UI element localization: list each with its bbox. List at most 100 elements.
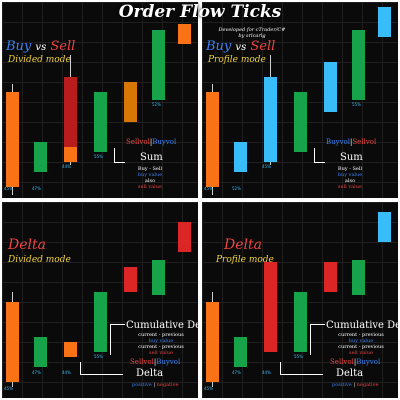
candle [64, 342, 77, 357]
candle-body-bearish [64, 77, 77, 147]
legend-buy-value: buy value [348, 338, 374, 344]
legend-buyvol: Buyvol [326, 138, 351, 146]
candle [206, 84, 219, 195]
candle-body-bearish [6, 302, 19, 382]
legend-bracket [80, 362, 123, 375]
panel-title: Buy vs Sell [6, 40, 75, 55]
credit-line-2: by srlcarlg [238, 33, 266, 39]
title-vs: vs [35, 42, 47, 53]
candle-body-profile [264, 77, 277, 162]
panel-delta-profile: Delta Profile mode 45% 47% 44% 55% Cumul… [202, 202, 398, 398]
candle-body-bullish [34, 337, 47, 367]
panel-title: Delta [224, 237, 262, 253]
legend-buy-sell: Buyvol|Sellvol [326, 138, 377, 146]
panel-subtitle: Profile mode [216, 255, 274, 265]
title-buy: Buy [206, 39, 232, 54]
legend-cumulative: Cumulative Delta [126, 320, 198, 331]
candle-body-bearish [124, 82, 137, 122]
candle [178, 222, 191, 252]
page-title: Order Flow Ticks [118, 2, 282, 22]
candle-body-bullish [34, 142, 47, 172]
candle [378, 7, 391, 37]
candle-body-bearish [178, 24, 191, 44]
candle-body-bullish [94, 292, 107, 352]
legend-cur-prev: current - previous [138, 332, 184, 338]
candle-label: 44% [62, 370, 71, 375]
candle-body-profile [378, 7, 391, 37]
legend-cumulative: Cumulative Delta [326, 320, 398, 331]
panel-delta-divided: Delta Divided mode 45% 47% 44% 55% Cumul… [2, 202, 198, 398]
candle [234, 337, 247, 367]
candle [352, 260, 365, 295]
title-vs: vs [235, 42, 247, 53]
legend-sell-buy: Sellvol|Buyvol [330, 358, 381, 366]
candle-body-bullish [234, 337, 247, 367]
candle-body-bullish [234, 142, 247, 172]
candle-label: 45% [4, 186, 13, 191]
legend-positive: positive [132, 382, 152, 388]
legend-sell-value: sell value [338, 184, 362, 190]
candle [378, 212, 391, 242]
legend-delta-detail: positive | negative [332, 382, 379, 388]
legend-delta: Delta [336, 368, 364, 379]
legend-sum-detail: Buy - Sell buy value also sell value [330, 166, 370, 190]
candle-label: 45% [204, 386, 213, 391]
legend-cur-prev-2: current - previous [338, 344, 384, 350]
candle-body-bearish [64, 147, 77, 162]
legend-bracket [280, 362, 323, 375]
candle-body-bearish [124, 267, 137, 292]
legend-sellvol: Sellvol [352, 138, 377, 146]
panel-title: Delta [8, 237, 46, 253]
candle [206, 292, 219, 387]
legend-buy-minus-sell: Buy - Sell [137, 166, 163, 172]
candle-label: 55% [94, 154, 103, 159]
legend-buy-value: buy value [337, 172, 363, 178]
candle-body-profile [264, 262, 277, 352]
candle-body-bullish [294, 92, 307, 152]
candle-label: 47% [32, 370, 41, 375]
candle [294, 292, 307, 352]
legend-cumulative-detail: current - previous buy value current - p… [336, 332, 386, 356]
legend-sum: Sum [140, 152, 163, 163]
legend-buyvol: Buyvol [356, 358, 381, 366]
legend-bracket [310, 324, 325, 355]
legend-bracket [114, 148, 125, 163]
candle [64, 55, 77, 165]
legend-sellvol: Sellvol [126, 138, 150, 146]
legend-sellvol: Sellvol [130, 358, 154, 366]
legend-cur-prev-2: current - previous [138, 344, 184, 350]
legend-sum: Sum [340, 152, 363, 163]
legend-sell-buy: Sellvol|Buyvol [126, 138, 177, 146]
candle [324, 262, 337, 292]
candle-label: 45% [204, 186, 213, 191]
candle-label: 47% [232, 370, 241, 375]
candle [152, 260, 165, 295]
legend-cumulative-detail: current - previous buy value current - p… [136, 332, 186, 356]
panel-subtitle: Profile mode [208, 55, 266, 65]
legend-bracket [110, 324, 125, 355]
candle-body-bearish [206, 302, 219, 382]
candle [324, 62, 337, 112]
legend-sell-value: sell value [138, 184, 162, 190]
credit-line-1: Developed for cTrader/C# [218, 27, 286, 33]
candle-body-bearish [178, 222, 191, 252]
legend-buy-value: buy value [137, 172, 163, 178]
panel-buy-sell-divided: Buy vs Sell Divided mode 45% [2, 2, 198, 198]
candle-body-profile [378, 212, 391, 242]
legend-sum-detail: Buy - Sell buy value also sell value [130, 166, 170, 190]
candle [6, 84, 19, 195]
candle-label: 52% [232, 186, 241, 191]
candle-body-bullish [352, 260, 365, 295]
candle-body-bearish [206, 92, 219, 187]
legend-buyvol: Buyvol [156, 358, 181, 366]
candle-body-bearish [6, 92, 19, 187]
panel-buy-sell-profile: Buy vs Sell Profile mode 45% 52% [202, 2, 398, 198]
legend-buyvol: Buyvol [152, 138, 177, 146]
candle-label: 45% [4, 386, 13, 391]
candle [234, 142, 247, 172]
candle [34, 337, 47, 367]
legend-buy-minus-sell: Buy - Sell [337, 166, 363, 172]
candle [94, 92, 107, 152]
credit-text: Developed for cTrader/C# by srlcarlg [202, 27, 302, 39]
